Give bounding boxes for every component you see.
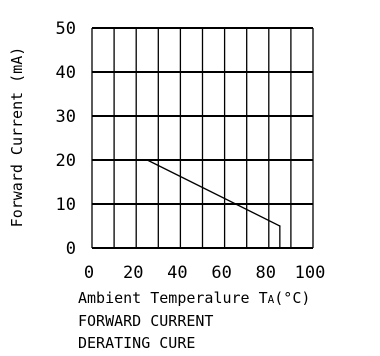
y-tick-label: 20 [56, 151, 76, 171]
x-axis-label-subscript: A [268, 293, 275, 306]
x-tick-label: 40 [167, 263, 187, 283]
series-layer [146, 159, 281, 249]
derating-curve-point [279, 247, 281, 249]
x-axis-label: Ambient Temperalure TA(°C) [78, 289, 310, 307]
x-tick-label: 20 [123, 263, 143, 283]
grid [91, 27, 314, 249]
x-tick-labels: 0 20 40 60 80 100 [84, 263, 325, 283]
x-axis-label-main: Ambient Temperalure T [78, 289, 268, 307]
y-tick-label: 40 [56, 63, 76, 83]
y-axis-label: Forward Current (mA) [8, 47, 26, 228]
y-tick-label: 10 [56, 195, 76, 215]
x-tick-label: 80 [256, 263, 276, 283]
x-axis-label-unit: (°C) [274, 289, 310, 307]
derating-curve-point [146, 159, 149, 161]
derating-curve-point [279, 225, 281, 227]
chart-title: FORWARD CURRENT [78, 312, 213, 330]
x-tick-label: 100 [295, 263, 326, 283]
y-tick-labels: 0 10 20 30 40 50 [56, 19, 76, 259]
x-tick-label: 0 [84, 263, 94, 283]
chart-subtitle: DERATING CURE [78, 334, 195, 352]
x-tick-label: 60 [211, 263, 231, 283]
y-tick-label: 0 [66, 239, 76, 259]
y-tick-label: 30 [56, 107, 76, 127]
y-tick-label: 50 [56, 19, 76, 39]
